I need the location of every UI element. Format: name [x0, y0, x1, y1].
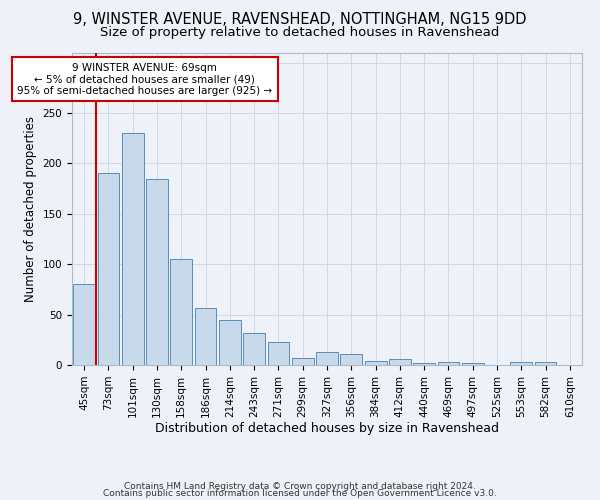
Bar: [268, 342, 289, 365]
Bar: [146, 178, 168, 365]
Bar: [365, 361, 386, 365]
Text: 9, WINSTER AVENUE, RAVENSHEAD, NOTTINGHAM, NG15 9DD: 9, WINSTER AVENUE, RAVENSHEAD, NOTTINGHA…: [73, 12, 527, 28]
Bar: [170, 259, 192, 365]
Bar: [122, 133, 143, 365]
Y-axis label: Number of detached properties: Number of detached properties: [24, 116, 37, 302]
Bar: [462, 363, 484, 365]
Bar: [511, 362, 532, 365]
Text: Contains HM Land Registry data © Crown copyright and database right 2024.: Contains HM Land Registry data © Crown c…: [124, 482, 476, 491]
Bar: [437, 362, 460, 365]
Bar: [194, 308, 217, 365]
Bar: [73, 284, 95, 365]
Bar: [340, 354, 362, 365]
Bar: [219, 320, 241, 365]
X-axis label: Distribution of detached houses by size in Ravenshead: Distribution of detached houses by size …: [155, 422, 499, 436]
Bar: [389, 359, 411, 365]
Bar: [243, 332, 265, 365]
Bar: [292, 358, 314, 365]
Text: Size of property relative to detached houses in Ravenshead: Size of property relative to detached ho…: [100, 26, 500, 39]
Text: 9 WINSTER AVENUE: 69sqm
← 5% of detached houses are smaller (49)
95% of semi-det: 9 WINSTER AVENUE: 69sqm ← 5% of detached…: [17, 62, 272, 96]
Text: Contains public sector information licensed under the Open Government Licence v3: Contains public sector information licen…: [103, 490, 497, 498]
Bar: [535, 362, 556, 365]
Bar: [413, 363, 435, 365]
Bar: [316, 352, 338, 365]
Bar: [97, 174, 119, 365]
